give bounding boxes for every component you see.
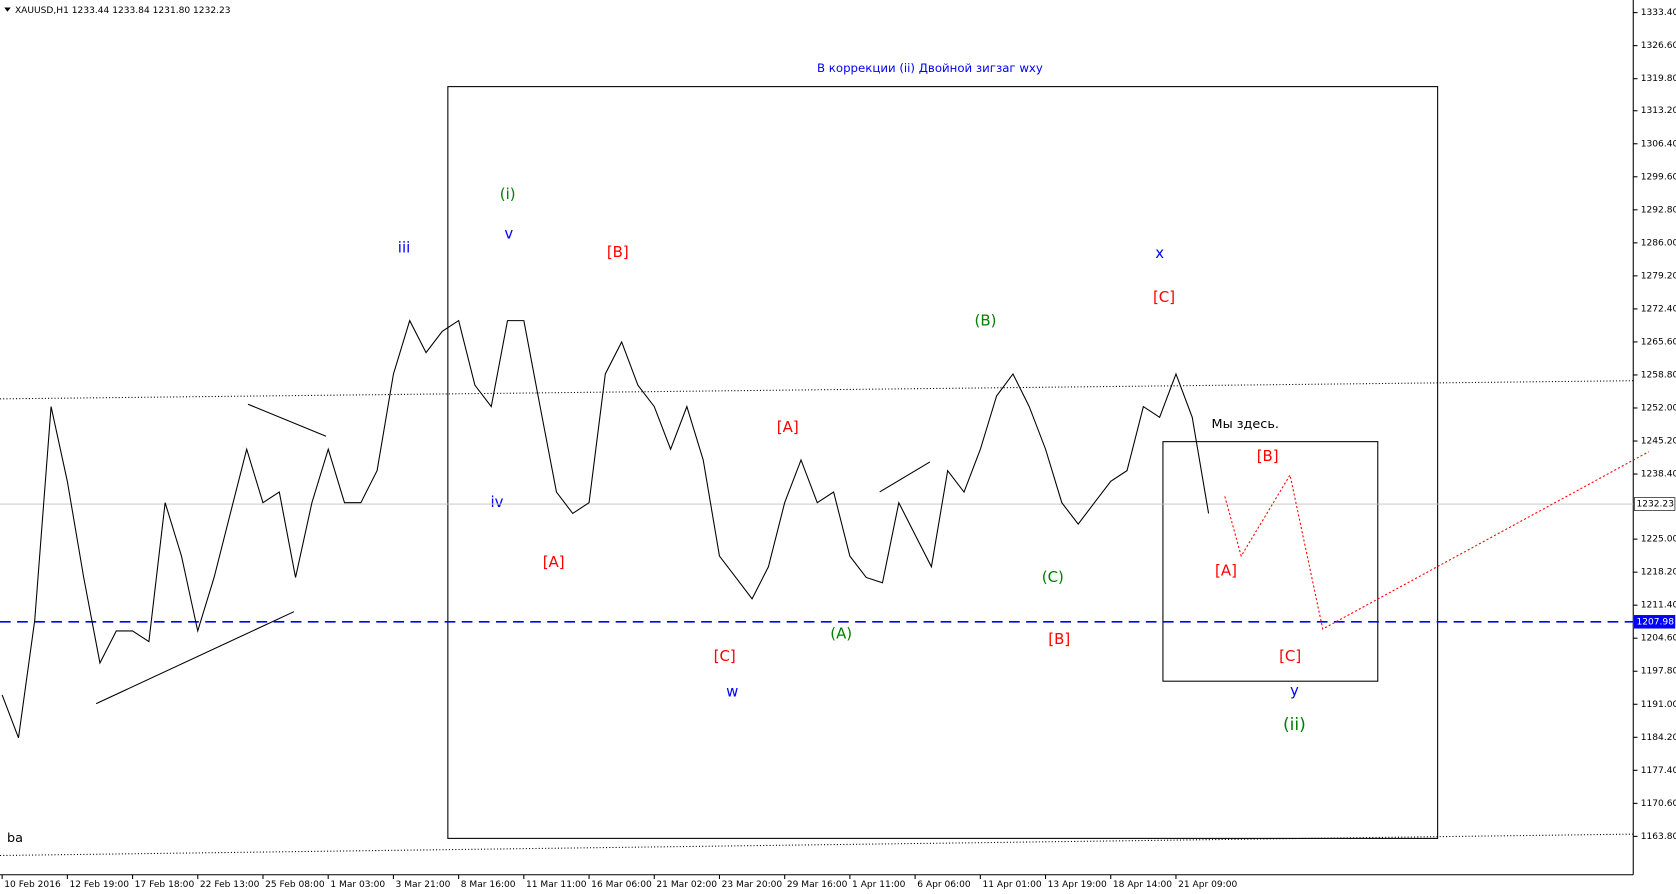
correction-box — [447, 86, 1439, 839]
y-tick-label: 1299.60 — [1641, 172, 1676, 182]
note: Мы здесь. — [1212, 417, 1279, 432]
wave-label: (i) — [500, 185, 516, 203]
forecast-line — [1224, 451, 1649, 630]
x-tick-label: 3 Mar 21:00 — [396, 880, 451, 890]
y-tick-label: 1163.80 — [1641, 832, 1676, 842]
x-tick-label: 29 Mar 16:00 — [787, 880, 848, 890]
price-level-label: 1207.98 — [1636, 617, 1674, 627]
wave-label: [A] — [1215, 562, 1237, 580]
price-line — [1, 319, 1210, 738]
indicator-label: ba — [7, 831, 23, 846]
current-box — [1162, 441, 1379, 682]
y-tick-label: 1265.60 — [1641, 337, 1676, 347]
x-tick-label: 25 Feb 08:00 — [265, 880, 325, 890]
x-tick-label: 18 Apr 14:00 — [1113, 880, 1172, 890]
trend-line — [879, 461, 931, 493]
x-tick-label: 1 Mar 03:00 — [330, 880, 385, 890]
x-tick-label: 23 Mar 20:00 — [722, 880, 783, 890]
y-tick-label: 1184.20 — [1641, 733, 1676, 743]
wave-label: [B] — [607, 243, 629, 261]
y-tick-label: 1197.80 — [1641, 667, 1676, 677]
y-tick-label: 1286.00 — [1641, 238, 1676, 248]
x-tick-label: 21 Mar 02:00 — [656, 880, 717, 890]
menu-arrow — [4, 7, 11, 12]
x-tick-label: 6 Apr 06:00 — [917, 880, 971, 890]
wave-label: iv — [491, 493, 504, 511]
wave-label: [B] — [1048, 630, 1070, 648]
wave-label: [C] — [714, 647, 736, 665]
x-tick-label: 12 Feb 19:00 — [69, 880, 129, 890]
wave-label: [A] — [543, 553, 565, 571]
trend-line — [247, 403, 327, 437]
y-tick-label: 1279.20 — [1641, 271, 1676, 281]
y-tick-label: 1225.00 — [1641, 535, 1676, 545]
y-tick-label: 1292.80 — [1641, 205, 1676, 215]
x-tick-label: 16 Mar 06:00 — [591, 880, 652, 890]
x-tick-label: 1 Apr 11:00 — [852, 880, 906, 890]
wave-label: [B] — [1257, 447, 1279, 465]
chart-title: XAUUSD,H1 1233.44 1233.84 1231.80 1232.2… — [15, 6, 231, 16]
x-tick-label: 22 Feb 13:00 — [200, 880, 260, 890]
y-tick-label: 1272.40 — [1641, 304, 1676, 314]
y-tick-label: 1191.00 — [1641, 700, 1676, 710]
trend-line — [95, 611, 295, 705]
x-tick-label: 10 Feb 2016 — [4, 880, 61, 890]
y-tick-label: 1319.80 — [1641, 74, 1676, 84]
x-tick-label: 11 Apr 01:00 — [982, 880, 1041, 890]
wave-label: iii — [398, 239, 410, 257]
chart-subtitle: В коррекции (ii) Двойной зигзаг wxy — [817, 61, 1043, 75]
y-tick-label: 1333.40 — [1641, 8, 1676, 18]
wave-label: v — [504, 225, 513, 243]
x-tick-label: 11 Mar 11:00 — [526, 880, 587, 890]
y-tick-label: 1252.00 — [1641, 403, 1676, 413]
y-tick-label: 1245.20 — [1641, 437, 1676, 447]
y-tick-label: 1238.40 — [1641, 470, 1676, 480]
y-tick-label: 1218.20 — [1641, 568, 1676, 578]
y-tick-label: 1204.60 — [1641, 634, 1676, 644]
wave-label: [C] — [1153, 288, 1175, 306]
wave-label: [A] — [777, 418, 799, 436]
y-tick-label: 1211.40 — [1641, 601, 1676, 611]
wave-label: (C) — [1042, 568, 1064, 586]
wave-label: [C] — [1279, 647, 1301, 665]
price-level-box — [1633, 615, 1676, 629]
wave-label: w — [726, 682, 738, 700]
price-level-label: 1232.23 — [1636, 500, 1674, 510]
y-tick-label: 1326.60 — [1641, 41, 1676, 51]
x-tick-label: 17 Feb 18:00 — [135, 880, 195, 890]
price-level-box — [1633, 497, 1676, 511]
x-tick-label: 13 Apr 19:00 — [1048, 880, 1107, 890]
x-tick-label: 21 Apr 09:00 — [1178, 880, 1237, 890]
y-tick-label: 1313.20 — [1641, 106, 1676, 116]
y-tick-label: 1177.40 — [1641, 766, 1676, 776]
annotations: (i) v iii iv [B] [A] [A] [C] w (A) (B) (… — [7, 185, 1306, 846]
wave-label: (ii) — [1283, 715, 1306, 735]
wave-label: (A) — [830, 625, 852, 643]
y-tick-label: 1258.80 — [1641, 370, 1676, 380]
x-tick-label: 8 Mar 16:00 — [461, 880, 516, 890]
wave-label: (B) — [975, 311, 997, 329]
wave-label: y — [1290, 681, 1299, 699]
y-tick-label: 1306.40 — [1641, 139, 1676, 149]
y-tick-label: 1170.60 — [1641, 799, 1676, 809]
wave-label: x — [1155, 244, 1164, 262]
